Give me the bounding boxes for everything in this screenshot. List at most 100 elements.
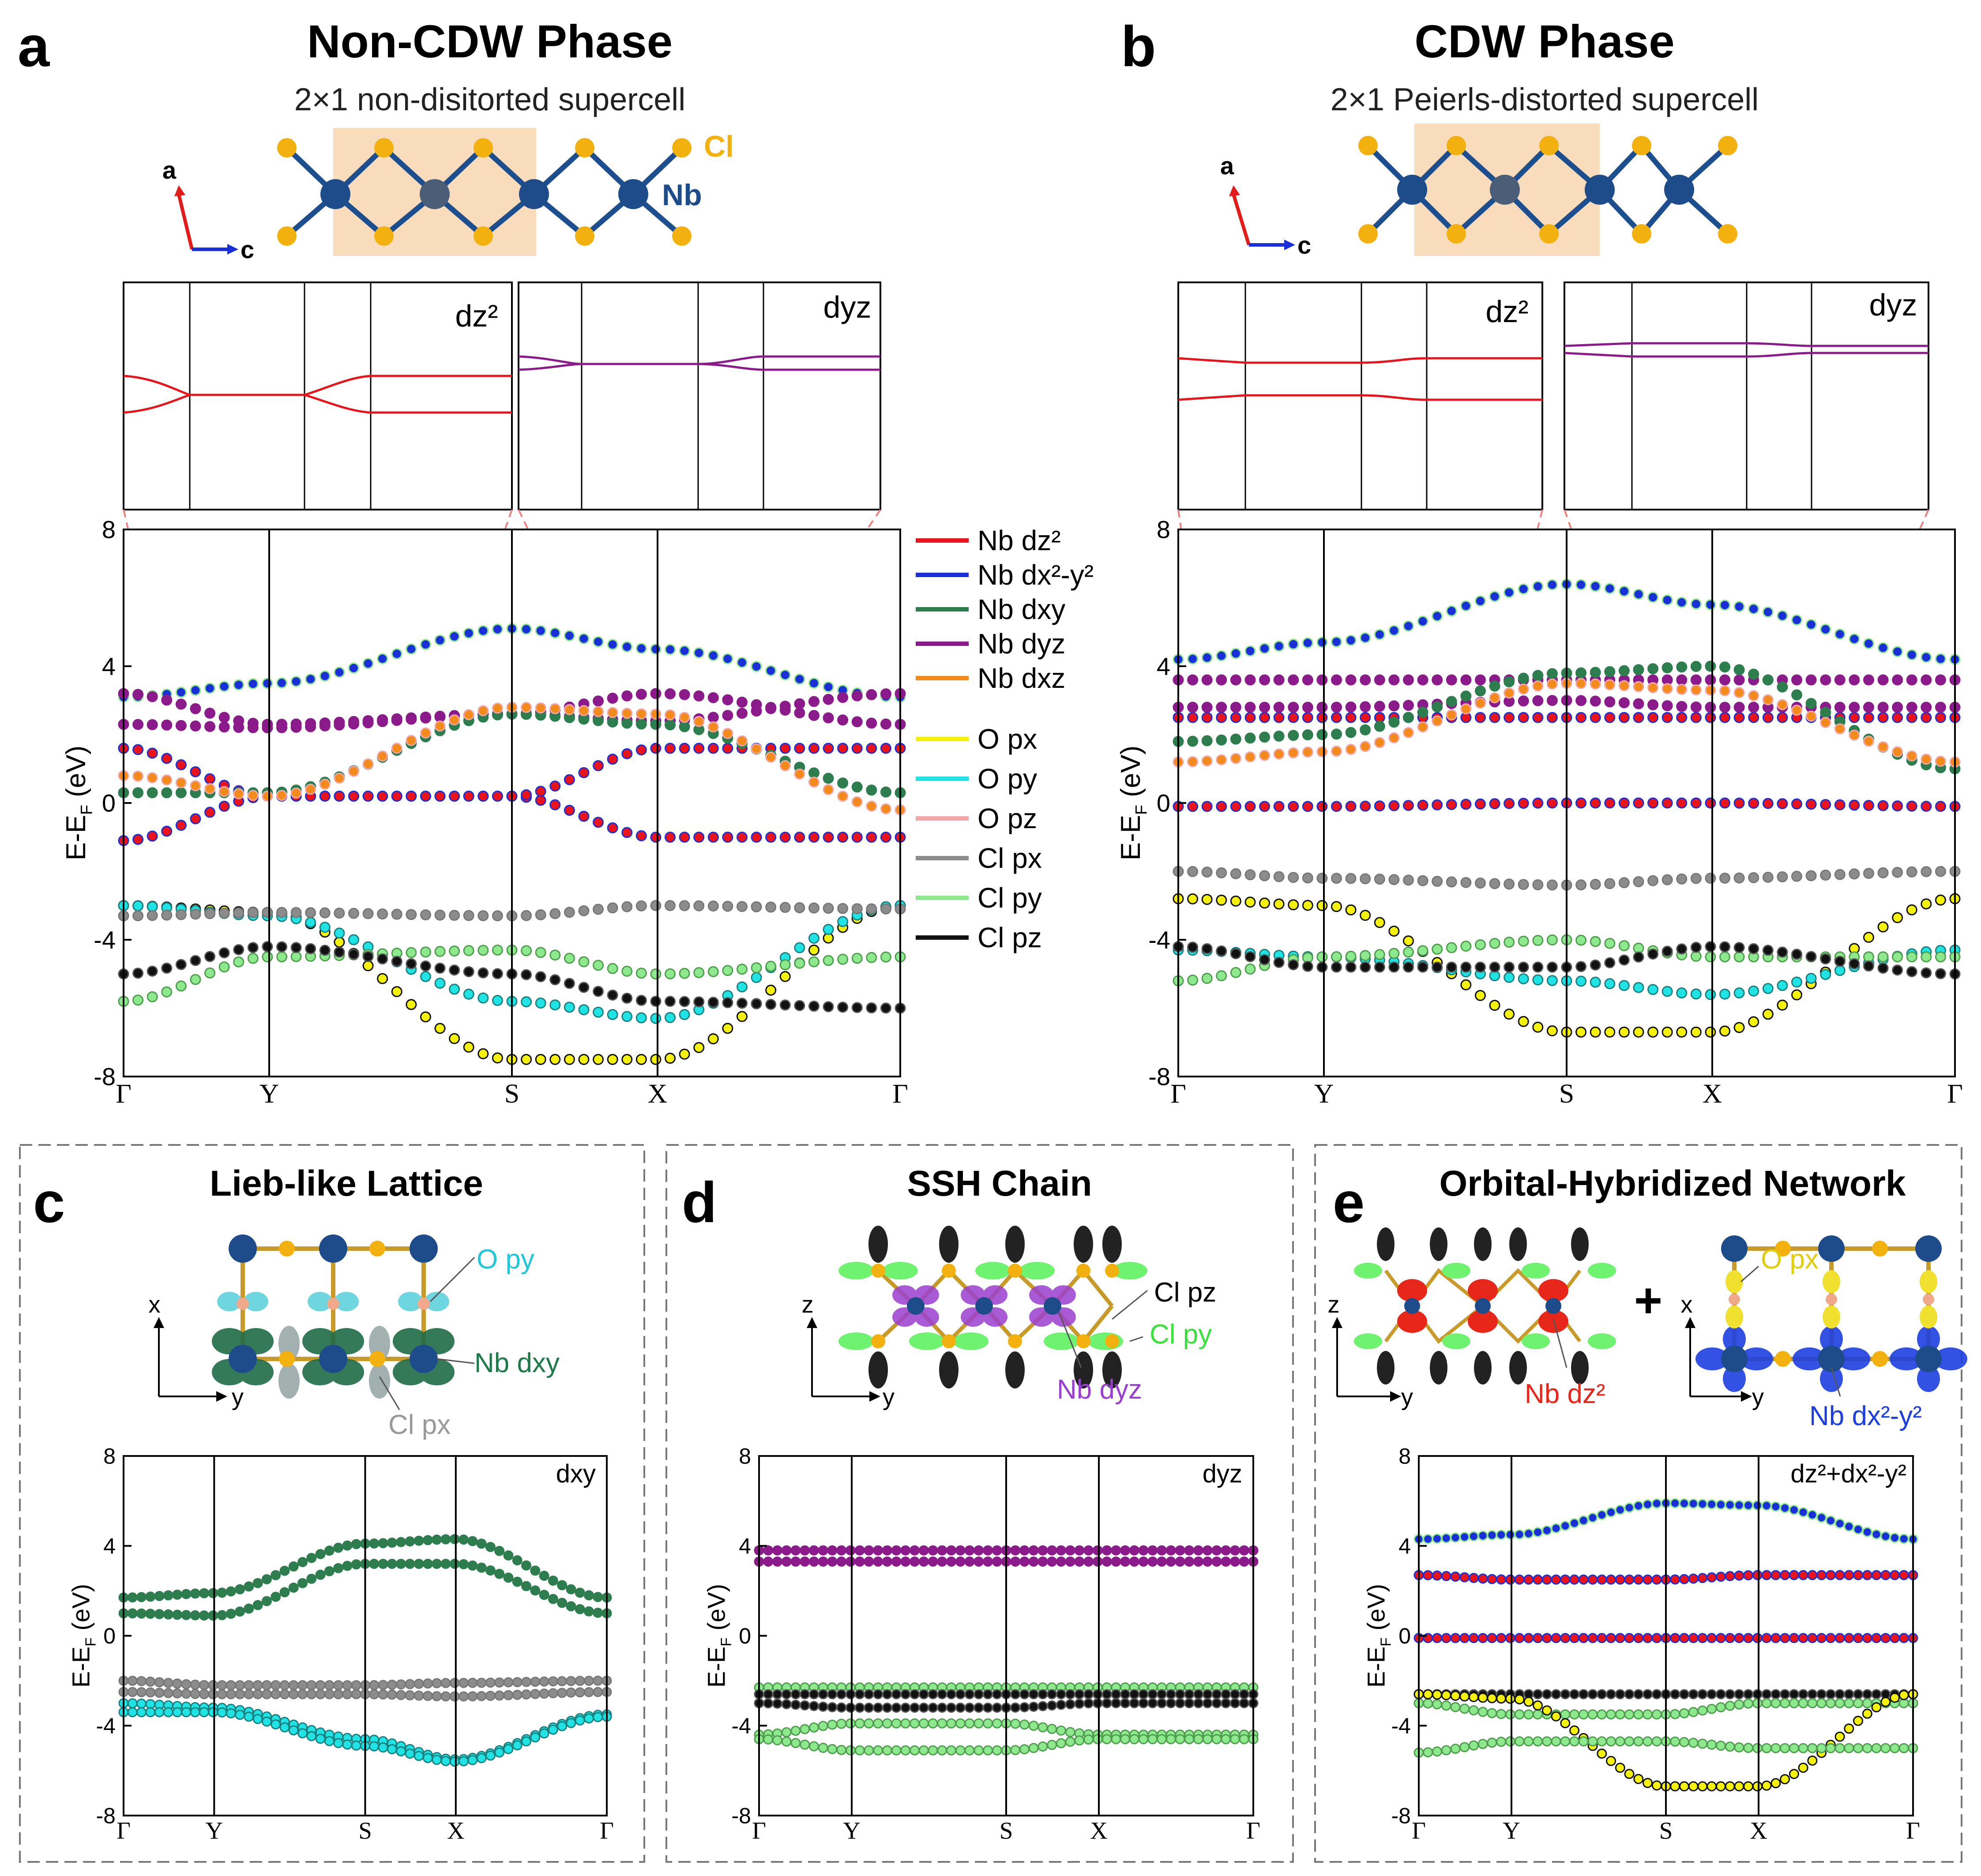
band-point <box>1487 1708 1497 1718</box>
band-point <box>175 687 187 698</box>
band-point <box>1676 712 1688 723</box>
band-point <box>1863 951 1874 963</box>
band-point <box>808 1001 819 1012</box>
band-point <box>1541 1689 1552 1700</box>
band-point <box>319 717 331 729</box>
panel-d-frame <box>665 1144 1294 1863</box>
band-point <box>1862 1708 1872 1719</box>
band-point <box>1791 989 1802 1001</box>
band-point <box>1733 942 1745 953</box>
band-point <box>578 705 590 717</box>
band-point <box>1661 683 1673 694</box>
band-point <box>420 791 431 802</box>
band-point <box>992 1745 1002 1756</box>
band-point <box>1898 1743 1909 1753</box>
band-point <box>566 1601 576 1612</box>
band-point <box>1647 984 1659 995</box>
band-point <box>891 1703 902 1713</box>
band-point <box>1849 712 1860 723</box>
y-tick-label: 4 <box>1157 653 1170 680</box>
band-point <box>1523 1736 1534 1747</box>
band-point <box>217 1587 227 1598</box>
band-point <box>1187 975 1199 986</box>
band-point <box>790 1689 801 1700</box>
band-point <box>1288 638 1299 650</box>
band-point <box>866 952 877 963</box>
band-point <box>1719 988 1731 1000</box>
band-point <box>530 1585 541 1596</box>
band-point <box>918 1556 929 1567</box>
band-point <box>1446 709 1457 720</box>
band-point <box>679 996 690 1007</box>
band-point <box>1762 983 1774 994</box>
panel-c-orbital-tag: dxy <box>556 1460 596 1488</box>
y-tick-label: 4 <box>102 653 116 680</box>
band-point <box>1201 801 1213 812</box>
band-point <box>204 707 216 719</box>
y-tick-label: 8 <box>102 516 116 544</box>
band-point <box>1575 1026 1587 1038</box>
band-point <box>1590 797 1601 809</box>
band-point <box>583 1676 594 1686</box>
band-point <box>351 1740 361 1751</box>
band-point <box>449 1691 460 1702</box>
band-point <box>1569 1736 1580 1747</box>
band-point <box>1853 1698 1864 1708</box>
band-point <box>391 986 402 998</box>
band-point <box>535 971 546 983</box>
band-point <box>477 625 489 637</box>
band-point <box>521 1736 531 1747</box>
band-point <box>1273 801 1285 812</box>
band-point <box>549 999 561 1011</box>
band-point <box>297 1557 308 1568</box>
band-point <box>1805 698 1817 709</box>
band-point <box>161 753 173 764</box>
band-point <box>434 710 446 722</box>
band-point <box>485 1750 496 1761</box>
band-point <box>1496 1633 1507 1643</box>
band-point <box>467 1536 478 1546</box>
band-point <box>190 1688 200 1699</box>
band-point <box>992 1556 1002 1567</box>
band-point <box>1477 1573 1488 1584</box>
band-point <box>854 1703 865 1713</box>
band-point <box>549 949 561 961</box>
band-point <box>1853 1524 1864 1535</box>
band-point <box>172 1688 183 1699</box>
band-point <box>1532 935 1544 946</box>
band-point <box>1316 961 1328 973</box>
panel-e-structure-left <box>1332 1227 1616 1402</box>
band-point <box>440 1678 451 1688</box>
band-point <box>557 1676 568 1686</box>
band-point <box>1316 900 1328 911</box>
band-point <box>1505 1693 1515 1704</box>
band-point <box>1221 1556 1231 1567</box>
band-point <box>593 1006 604 1018</box>
band-point <box>1184 1698 1195 1708</box>
band-point <box>1541 1525 1552 1536</box>
band-point <box>1676 943 1688 955</box>
band-point <box>1101 1698 1112 1708</box>
band-point <box>827 1744 838 1754</box>
band-point <box>693 743 705 754</box>
band-point <box>1761 1633 1772 1643</box>
band-point <box>1597 1574 1607 1585</box>
band-point <box>1725 1500 1735 1510</box>
band-point <box>1402 727 1414 738</box>
band-point <box>1360 674 1371 686</box>
band-point <box>1791 798 1802 810</box>
band-point <box>324 1680 335 1691</box>
band-point <box>1489 961 1500 973</box>
band-point <box>1734 1633 1744 1643</box>
panel-a-subtitle: 2×1 non-disitorted supercell <box>294 82 686 117</box>
band-point <box>1697 1738 1708 1749</box>
x-tick-label: X <box>1090 1817 1108 1844</box>
series-nb-dz--0 <box>1173 797 1961 812</box>
band-point <box>900 1556 911 1567</box>
band-point <box>1129 1556 1139 1567</box>
panel-d-letter: d <box>682 1170 717 1234</box>
band-point <box>1239 1734 1249 1745</box>
band-point <box>1715 1741 1726 1751</box>
band-point <box>1863 638 1874 649</box>
band-point <box>1935 702 1946 713</box>
